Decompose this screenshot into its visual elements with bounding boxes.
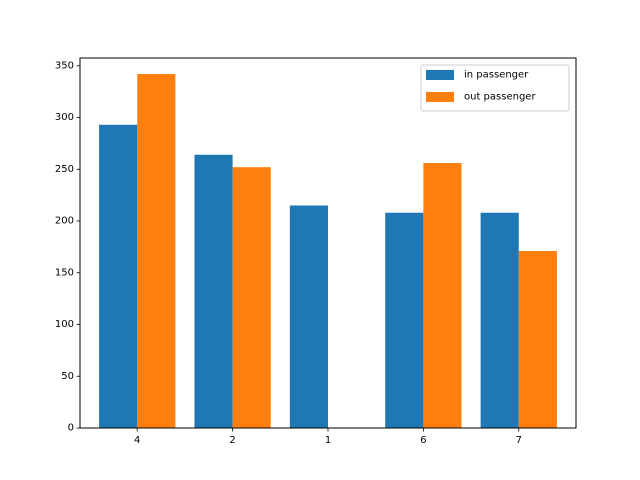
bar-in-2 [194, 154, 233, 428]
y-tick-label: 250 [55, 164, 74, 175]
bar-in-7 [480, 212, 519, 428]
legend-swatch [426, 92, 454, 102]
bar-out-6 [423, 163, 462, 429]
x-axis: 4 2 1 6 7 [134, 428, 522, 446]
y-tick-label: 0 [68, 423, 74, 434]
x-tick-label: 7 [516, 435, 522, 446]
legend: in passenger out passenger [420, 64, 570, 112]
y-tick-label: 50 [61, 371, 74, 382]
bar-out-7 [518, 251, 557, 428]
y-tick-label: 200 [55, 216, 74, 227]
y-tick-label: 350 [55, 60, 74, 71]
bar-out-2 [232, 167, 271, 428]
bar-out-4 [137, 74, 176, 428]
legend-frame [420, 64, 570, 112]
x-tick-label: 4 [134, 435, 140, 446]
bars-layer [99, 74, 557, 429]
y-tick-label: 100 [55, 319, 74, 330]
legend-swatch [426, 70, 454, 80]
x-tick-label: 6 [420, 435, 426, 446]
x-tick-label: 1 [325, 435, 331, 446]
legend-label: in passenger [464, 70, 529, 81]
legend-label: out passenger [464, 92, 536, 103]
y-axis: 0 50 100 150 200 250 300 350 [55, 60, 80, 434]
x-tick-label: 2 [229, 435, 235, 446]
bar-in-4 [99, 124, 138, 428]
y-tick-label: 150 [55, 267, 74, 278]
bar-in-6 [385, 212, 424, 428]
bar-in-1 [289, 205, 328, 428]
y-tick-label: 300 [55, 112, 74, 123]
